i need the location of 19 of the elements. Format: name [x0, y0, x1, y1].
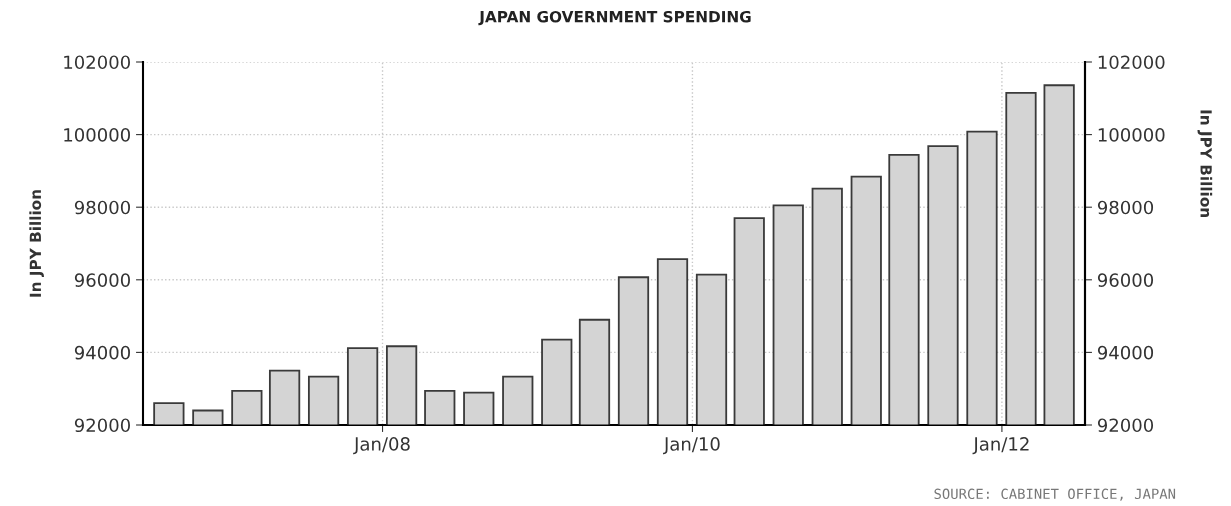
y2-tick-label: 94000	[1097, 345, 1154, 360]
y2-tick-label: 100000	[1098, 128, 1165, 142]
x-tick-label: Jan/12	[972, 437, 1029, 455]
y-tick-label: 102000	[64, 55, 130, 70]
y-tick-label: 94000	[74, 345, 130, 360]
y-tick-label: 92000	[74, 418, 130, 433]
y-tick-label: 100000	[64, 128, 130, 142]
y2-tick-label: 98000	[1097, 200, 1154, 215]
x-tick-label: Jan/10	[663, 437, 720, 455]
y-tick-label: 98000	[74, 200, 130, 215]
y2-axis-title: In JPY Billion	[1197, 110, 1213, 217]
source-note: SOURCE: CABINET OFFICE, JAPAN	[934, 488, 1176, 501]
x-tick-label: Jan/08	[353, 437, 410, 455]
y2-tick-label: 92000	[1097, 418, 1154, 433]
y-tick-label: 96000	[74, 273, 130, 287]
y-axis-title: In JPY Billion	[29, 190, 44, 297]
y2-tick-label: 102000	[1098, 55, 1165, 70]
y2-tick-label: 96000	[1097, 273, 1154, 287]
chart-title: JAPAN GOVERNMENT SPENDING	[478, 10, 751, 26]
